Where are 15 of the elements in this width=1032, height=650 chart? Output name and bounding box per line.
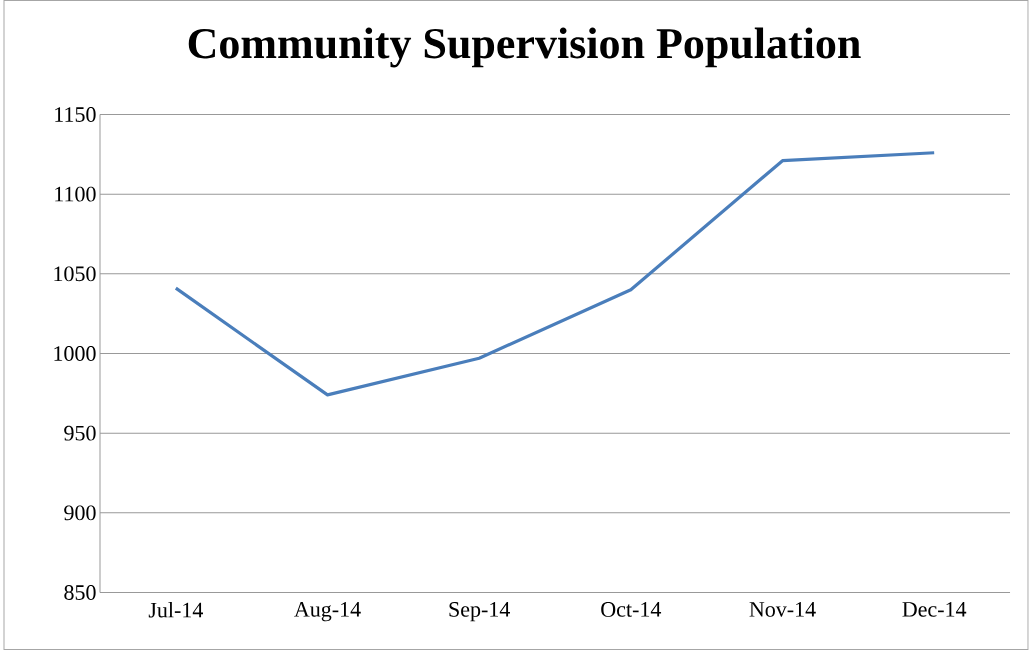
x-tick-label: Aug-14: [294, 602, 361, 622]
chart-title: Community Supervision Population: [188, 27, 861, 68]
x-tick-label: Sep-14: [449, 602, 510, 622]
line-series: [174, 151, 936, 397]
x-tick-label: Oct-14: [601, 602, 662, 617]
y-tick-label: 1100: [55, 186, 96, 202]
y-tick-label: 1050: [54, 266, 96, 282]
y-tick-label: 950: [64, 425, 96, 441]
y-tick-label: 850: [64, 585, 96, 600]
y-tick-label: 900: [64, 505, 96, 521]
x-tick-label: Nov-14: [749, 602, 816, 617]
y-tick-label: 1000: [54, 346, 96, 361]
y-tick-label: 1150: [55, 107, 96, 122]
x-tick-label: Dec-14: [902, 602, 967, 617]
x-tick-label: Jul-14: [148, 602, 203, 618]
